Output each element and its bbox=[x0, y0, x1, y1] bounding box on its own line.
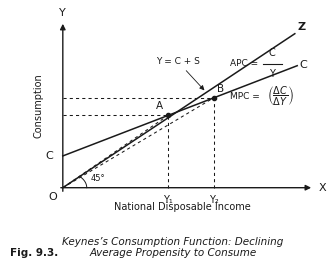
Text: X: X bbox=[319, 183, 326, 193]
Text: B: B bbox=[217, 84, 224, 94]
Text: 45°: 45° bbox=[90, 174, 105, 183]
Text: National Disposable Income: National Disposable Income bbox=[114, 202, 251, 212]
Text: C: C bbox=[300, 60, 307, 70]
Text: C: C bbox=[45, 151, 53, 161]
Text: $\left(\dfrac{\Delta C}{\Delta Y}\right)$: $\left(\dfrac{\Delta C}{\Delta Y}\right)… bbox=[267, 85, 294, 108]
Text: Y₁: Y₁ bbox=[163, 195, 173, 205]
Text: Consumption: Consumption bbox=[34, 73, 44, 138]
Text: Z: Z bbox=[297, 22, 305, 32]
Text: A: A bbox=[156, 101, 163, 111]
Text: Fig. 9.3.: Fig. 9.3. bbox=[10, 248, 58, 258]
Text: Y = C + S: Y = C + S bbox=[156, 57, 204, 90]
Text: C: C bbox=[269, 48, 276, 58]
Text: Y: Y bbox=[269, 69, 275, 79]
Text: O: O bbox=[49, 192, 57, 202]
Text: Keynes’s Consumption Function: Declining
Average Propensity to Consume: Keynes’s Consumption Function: Declining… bbox=[62, 237, 284, 258]
Text: APC =: APC = bbox=[230, 59, 261, 68]
Text: MPC =: MPC = bbox=[230, 92, 263, 101]
Text: Y₂: Y₂ bbox=[209, 195, 218, 205]
Text: Y: Y bbox=[59, 8, 66, 18]
